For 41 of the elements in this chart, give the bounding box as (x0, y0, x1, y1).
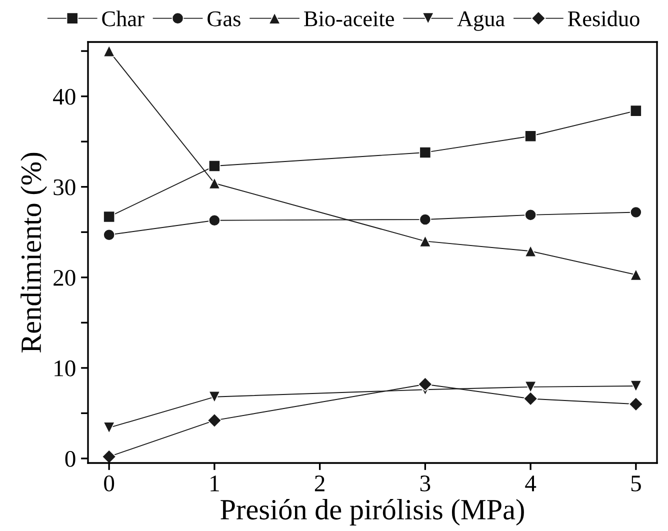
legend-label: Gas (208, 11, 240, 26)
point (208, 160, 220, 172)
point (524, 130, 537, 142)
point (524, 208, 537, 221)
point (207, 413, 222, 428)
point (419, 235, 432, 248)
legend-label: Char (102, 10, 144, 26)
point (523, 391, 538, 406)
legend-label: Residuo (568, 10, 640, 26)
x-axis-title: Presión de pirólisis (MPa) (220, 498, 524, 526)
point (630, 268, 642, 281)
point (103, 228, 116, 241)
point (418, 376, 432, 392)
point (103, 45, 116, 58)
y-tick-label: 40 (53, 88, 76, 105)
y-tick-label: 0 (65, 450, 76, 467)
point (630, 206, 642, 218)
point (103, 422, 116, 434)
x-tick-label: 4 (525, 476, 536, 492)
y-tick-label: 30 (54, 179, 76, 196)
point (208, 214, 220, 226)
y-tick-label: 10 (54, 360, 76, 376)
legend-label: Agua (457, 11, 505, 31)
x-tick-label: 1 (210, 476, 219, 492)
legend-label: Bio-aceite (304, 11, 394, 26)
point (628, 396, 644, 412)
x-tick-label: 5 (631, 476, 641, 492)
point (419, 213, 432, 226)
x-tick-label: 0 (104, 475, 114, 492)
point (630, 104, 642, 117)
point (103, 210, 116, 223)
x-tick-label: 3 (420, 476, 430, 492)
point (102, 449, 116, 463)
point (208, 390, 220, 403)
point (208, 177, 220, 190)
point (524, 245, 537, 258)
point (419, 146, 432, 158)
y-tick-label: 20 (54, 270, 76, 286)
y-axis-title: Rendimiento (%) (20, 152, 48, 353)
point (524, 380, 537, 393)
x-tick-label: 2 (314, 476, 324, 492)
